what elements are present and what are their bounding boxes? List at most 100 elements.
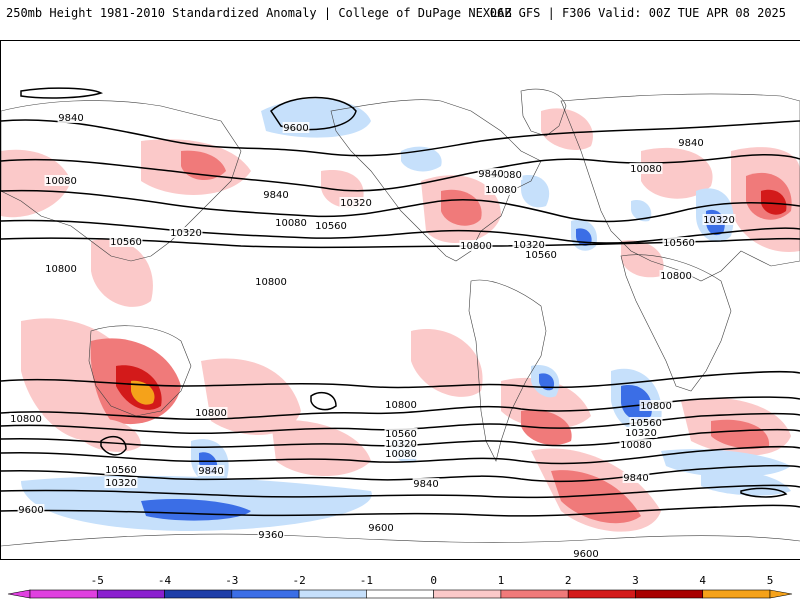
colorbar-tick-label: 5 [767,574,774,587]
contour-label-text: 10560 [663,238,695,249]
colorbar-tick-label: 0 [430,574,437,587]
colorbar-arrow-right [769,589,793,599]
contour-label-text: 9840 [678,138,703,149]
colorbar-segment [298,589,367,599]
height-contour [20,87,104,99]
negative-anomaly-region [631,200,652,222]
contour-label-text: 10800 [195,408,227,419]
contour-label-text: 10800 [460,241,492,252]
colorbar-tick-label: -1 [360,574,373,587]
contour-label: 10800 [384,399,418,411]
contour-label-text: 10560 [630,418,662,429]
coastline-greenland [520,88,567,137]
contour-label: 9840 [262,189,290,201]
height-contour [100,435,127,456]
contour-label-text: 10800 [255,277,287,288]
contour-label-text: 10560 [385,429,417,440]
negative-anomaly-region [261,98,371,138]
contour-label: 9840 [57,112,85,124]
contour-label-text: 9600 [283,123,308,134]
contour-label: 10560 [629,417,663,429]
contour-label: 9840 [622,472,650,484]
contour-label-text: 9840 [623,473,648,484]
map-title: 250mb Height 1981-2010 Standardized Anom… [6,6,512,20]
positive-anomaly-region [131,380,155,405]
contour-label: 10560 [384,428,418,440]
contour-label: 10320 [104,477,138,489]
contour-label: 10320 [169,227,203,239]
colorbar-arrow-left [7,589,31,599]
positive-anomaly-region [441,189,482,226]
contour-label-text: 10320 [625,428,657,439]
contour-label: 10080 [484,184,518,196]
colorbar-segment [500,589,569,599]
negative-anomaly-region [539,373,555,391]
contour-label: 10800 [639,400,673,412]
height-contour [1,412,800,435]
contour-label: 10800 [659,270,693,282]
contour-label-text: 10320 [340,198,372,209]
colorbar-segment [29,589,98,599]
contour-label: 9840 [197,465,225,477]
coastline-africa [620,254,732,392]
contour-label-text: 9840 [413,479,438,490]
contour-label: 10080 [619,439,653,451]
coastline-antarctica [1,533,800,547]
contour-label-text: 10560 [315,221,347,232]
positive-anomaly-region [551,470,641,524]
map-canvas: 9840960098401008010080103201056010080105… [1,87,800,559]
height-contour [1,484,800,499]
colorbar-tick-label: 3 [632,574,639,587]
positive-anomaly-region [271,420,371,476]
contour-label-text: 10080 [490,170,522,181]
contour-label-text: 10560 [105,465,137,476]
contour-label-text: 9840 [198,466,223,477]
colorbar-segment [366,589,434,599]
height-contours [1,87,800,517]
negative-anomaly-region [701,469,791,496]
contour-label-text: 10800 [385,400,417,411]
contour-label-text: 9360 [258,530,283,541]
contour-label-text: 10080 [45,176,77,187]
contour-label: 9600 [367,522,395,534]
contour-label-text: 10320 [385,439,417,450]
contour-label: 10080 [274,217,308,229]
height-contour [310,391,337,411]
colorbar-segment [164,589,233,599]
contour-label: 10800 [44,263,78,275]
contour-label-text: 10800 [660,271,692,282]
colorbar-segment [96,589,165,599]
contour-label-text: 10320 [513,240,545,251]
contour-label: 10560 [662,237,696,249]
contour-label-text: 10560 [110,237,142,248]
positive-anomaly-region [91,239,153,307]
colorbar-tick-label: 2 [565,574,572,587]
contour-label-text: 9600 [18,505,43,516]
contour-label: 10080 [489,169,523,181]
model-run-info: 06Z GFS | F306 Valid: 00Z TUE APR 08 202… [489,6,786,20]
contour-label-text: 10800 [10,414,42,425]
positive-anomaly-region [761,189,787,215]
contour-label-text: 9840 [58,113,83,124]
contour-label-text: 9840 [263,190,288,201]
colorbar-tick-label: -2 [292,574,305,587]
contour-label: 9840 [677,137,705,149]
contour-label-text: 10320 [105,478,137,489]
contour-label: 10560 [109,236,143,248]
colorbar-canvas: -5 -4 -3 -2 -1 0 1 2 3 4 5 [7,574,793,599]
contour-label: 10080 [384,448,418,460]
coastline-north-america [330,99,542,262]
positive-anomaly-region [621,240,664,278]
contour-label: 10800 [194,407,228,419]
height-contour [1,504,800,517]
contour-label-text: 10800 [45,264,77,275]
height-contour [740,487,788,498]
height-contour [1,371,800,389]
height-contour [1,219,800,244]
colorbar-tick-label: -5 [91,574,104,587]
height-contour [1,446,800,465]
contour-label-text: 9600 [573,549,598,559]
contour-label: 9360 [257,529,285,541]
contour-label: 9840 [412,478,440,490]
contour-label: 10320 [702,214,736,226]
